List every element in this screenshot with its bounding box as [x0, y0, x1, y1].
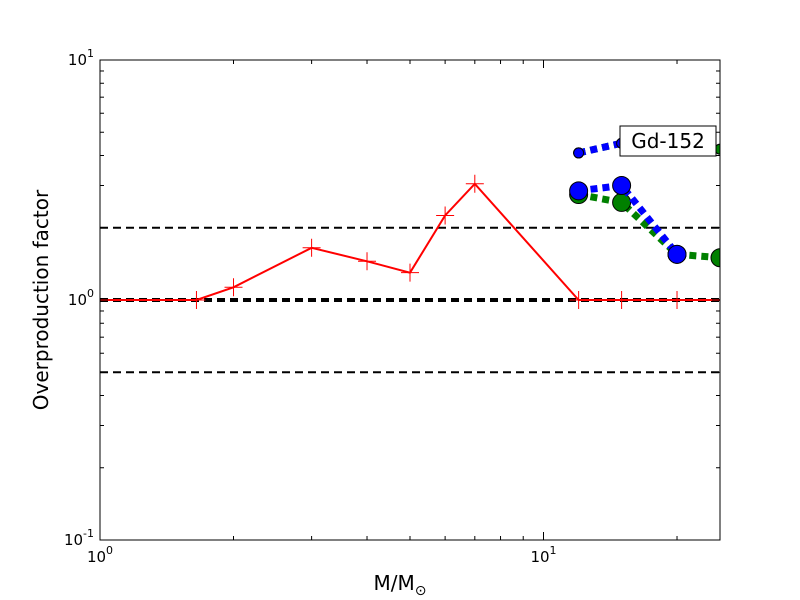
x-axis-label-main: M/M	[374, 571, 415, 595]
series-line-3	[578, 181, 680, 257]
x-axis-label: M/M⊙	[374, 571, 427, 599]
data-point	[302, 238, 321, 257]
data-point	[710, 248, 720, 268]
series-line-0	[100, 182, 720, 301]
data-point	[612, 291, 631, 309]
data-point	[224, 278, 243, 297]
data-point	[612, 192, 632, 212]
x-tick-label: 101	[530, 544, 556, 566]
data-point	[436, 206, 455, 225]
data-point	[569, 291, 588, 309]
y-tick-label: 100	[68, 287, 94, 309]
y-axis-label: Overproduction factor	[29, 189, 53, 410]
data-point	[187, 291, 206, 309]
data-point	[667, 244, 687, 264]
data-point	[573, 147, 585, 159]
data-point	[569, 181, 589, 201]
annotation-frame	[619, 125, 717, 157]
y-tick-label: 10-1	[64, 527, 94, 549]
y-tick-label: 101	[68, 47, 94, 69]
data-point	[612, 175, 632, 195]
data-point	[465, 174, 484, 193]
data-point	[401, 263, 419, 282]
x-axis-label-sub: ⊙	[415, 583, 427, 599]
annotation-box: Gd-152	[619, 125, 717, 157]
data-point	[358, 252, 377, 271]
x-tick-label: 100	[87, 544, 113, 566]
data-point	[668, 291, 687, 309]
annotation-label: Gd-152	[631, 129, 705, 153]
series-3	[569, 175, 687, 264]
